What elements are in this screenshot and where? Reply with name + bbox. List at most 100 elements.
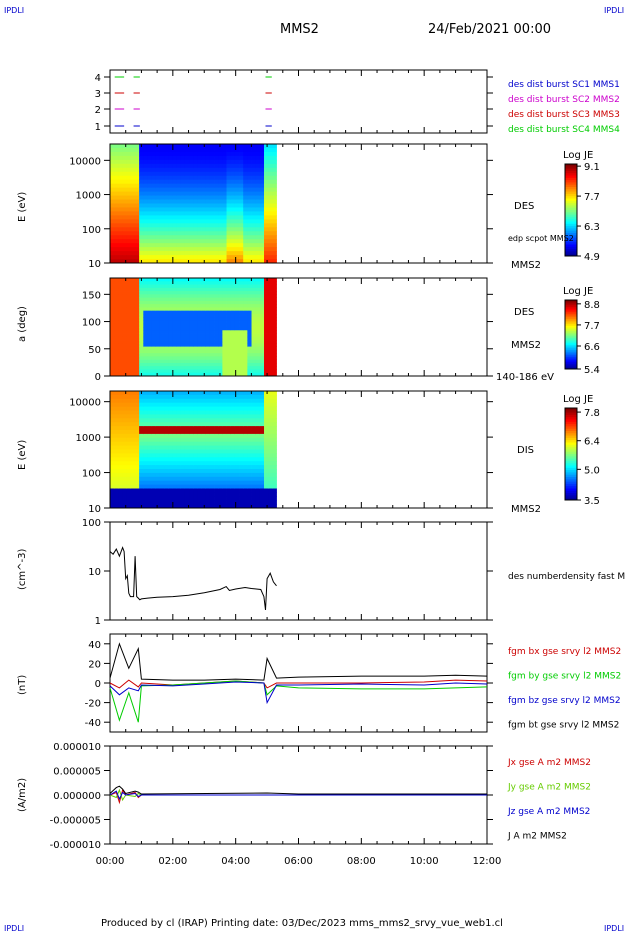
panel-des-energy-cell xyxy=(151,239,157,244)
panel-dis-energy-cell xyxy=(126,445,132,450)
panel-pitch-angle-cell xyxy=(243,349,248,354)
panel-pitch-angle-cell xyxy=(201,356,207,361)
legend-current-1: Jx gse A m2 MMS2 xyxy=(507,758,591,768)
panel-des-energy-cell xyxy=(193,255,198,260)
panel-dis-energy-cell xyxy=(197,422,202,427)
panel-des-energy-cell xyxy=(247,215,252,220)
panel-pitch-angle-cell xyxy=(251,278,257,282)
panel-pitch-angle-cell xyxy=(251,336,257,341)
panel-des-energy-cell xyxy=(151,207,157,212)
panel-pitch-angle-cell xyxy=(230,346,236,351)
panel-dis-energy-cell xyxy=(184,457,190,462)
panel-pitch-angle-cell xyxy=(164,362,169,367)
panel-des-energy-cell xyxy=(172,179,178,185)
panel-des-energy-cell xyxy=(122,219,128,224)
panel-dis-energy-tick-label: 100 xyxy=(82,469,101,480)
panel-dis-energy-cell xyxy=(114,469,119,474)
panel-dis-energy-cell xyxy=(164,465,169,470)
panel-des-energy-cell xyxy=(234,207,240,212)
panel-pitch-angle-cell xyxy=(205,307,211,312)
panel-des-energy-cell xyxy=(234,151,240,157)
panel-pitch-angle-cell xyxy=(130,297,136,302)
panel-pitch-angle-cell xyxy=(139,362,144,367)
panel-dis-energy-cell xyxy=(118,391,123,396)
panel-dis-energy-cell xyxy=(159,484,165,489)
panel-dis-energy-cell xyxy=(139,457,144,462)
panel-pitch-angle-cell xyxy=(239,278,244,282)
panel-dis-energy-cell xyxy=(147,402,153,407)
panel-des-energy-cell xyxy=(168,179,173,185)
panel-pitch-angle-cell xyxy=(176,291,182,295)
panel-dis-energy-cell xyxy=(234,422,240,427)
panel-des-energy-cell xyxy=(155,183,161,189)
panel-pitch-angle-cell xyxy=(134,281,140,285)
panel-pitch-angle-cell xyxy=(239,313,244,318)
panel-dis-energy-cell xyxy=(214,430,219,435)
panel-des-energy-cell xyxy=(110,259,115,264)
panel-pitch-angle-cell xyxy=(130,362,136,367)
panel-pitch-angle-cell xyxy=(155,343,161,347)
panel-dis-energy-cell xyxy=(201,449,207,454)
panel-des-energy-cell xyxy=(189,187,194,192)
panel-pitch-angle-cell xyxy=(226,356,232,361)
panel-dis-energy-cell xyxy=(272,469,277,474)
panel-des-energy-cell xyxy=(209,255,215,260)
panel-des-energy-cell xyxy=(205,227,211,232)
panel-des-energy-cell xyxy=(201,211,207,216)
panel-pitch-angle-cell xyxy=(122,304,128,308)
panel-des-energy-cell xyxy=(255,151,261,157)
panel-dis-energy-cell xyxy=(193,476,198,482)
panel-des-energy-cell xyxy=(205,203,211,208)
panel-pitch-angle-cell xyxy=(126,307,132,312)
panel-des-energy-cell xyxy=(168,151,173,157)
panel-des-energy-cell xyxy=(184,155,190,161)
panel-des-energy-cell xyxy=(251,239,257,244)
panel-des-energy-cell xyxy=(168,259,173,264)
panel-des-energy-cell xyxy=(255,215,261,220)
panel-pitch-angle-cell xyxy=(118,362,123,367)
panel-pitch-angle-cell xyxy=(243,353,248,357)
panel-pitch-angle-cell xyxy=(247,362,252,367)
x-axis-tick-label: 00:00 xyxy=(96,856,125,867)
panel-dis-energy-cell xyxy=(126,461,132,466)
panel-pitch-angle-cell xyxy=(176,346,182,351)
panel-des-energy-cell xyxy=(176,199,182,204)
panel-pitch-angle-cell xyxy=(168,330,173,334)
panel-des-energy-cell xyxy=(184,147,190,153)
panel-dis-energy-cell xyxy=(110,480,115,485)
panel-des-energy-cell xyxy=(114,223,119,228)
panel-des-energy-cell xyxy=(118,191,123,196)
panel-dis-energy-cell xyxy=(255,465,261,470)
panel-dis-energy-cell xyxy=(197,465,202,470)
panel-dis-energy-cell xyxy=(151,414,157,419)
panel-dis-energy-cell xyxy=(247,476,252,482)
panel-dis-energy-cell xyxy=(218,430,223,435)
panel-des-energy-cell xyxy=(110,243,115,248)
panel-dis-energy-cell xyxy=(184,476,190,482)
panel-dis-energy-cell xyxy=(255,496,261,501)
panel-dis-energy-cell xyxy=(180,484,186,489)
panel-pitch-angle-cell xyxy=(139,284,144,289)
panel-pitch-angle-cell xyxy=(155,369,161,374)
panel-des-energy-cell xyxy=(126,159,132,165)
panel-pitch-angle-cell xyxy=(110,320,115,325)
colorbar-dis-energy-swatch xyxy=(565,431,577,434)
panel-dis-energy-cell xyxy=(268,453,273,458)
panel-pitch-angle-cell xyxy=(193,300,198,305)
panel-pitch-angle-cell xyxy=(209,294,215,298)
panel-dis-energy-cell xyxy=(114,391,119,396)
colorbar-des-energy-tick-label: 4.9 xyxy=(584,252,600,263)
colorbar-des-energy-swatch xyxy=(565,196,577,199)
panel-dis-energy-cell xyxy=(272,445,277,450)
panel-des-energy-cell xyxy=(134,155,140,161)
panel-dis-energy-cell xyxy=(114,410,119,415)
panel-des-energy-cell xyxy=(193,155,198,161)
panel-dis-energy-cell xyxy=(143,406,148,411)
panel-pitch-angle-cell xyxy=(239,330,244,334)
panel-dis-energy-cell xyxy=(134,496,140,501)
panel-dis-energy-cell xyxy=(110,445,115,450)
panel-des-energy-cell xyxy=(122,167,128,173)
panel-dis-energy-cell xyxy=(214,480,219,485)
panel-dis-energy-cell xyxy=(214,500,219,505)
colorbar-dis-energy-swatch xyxy=(565,412,577,416)
